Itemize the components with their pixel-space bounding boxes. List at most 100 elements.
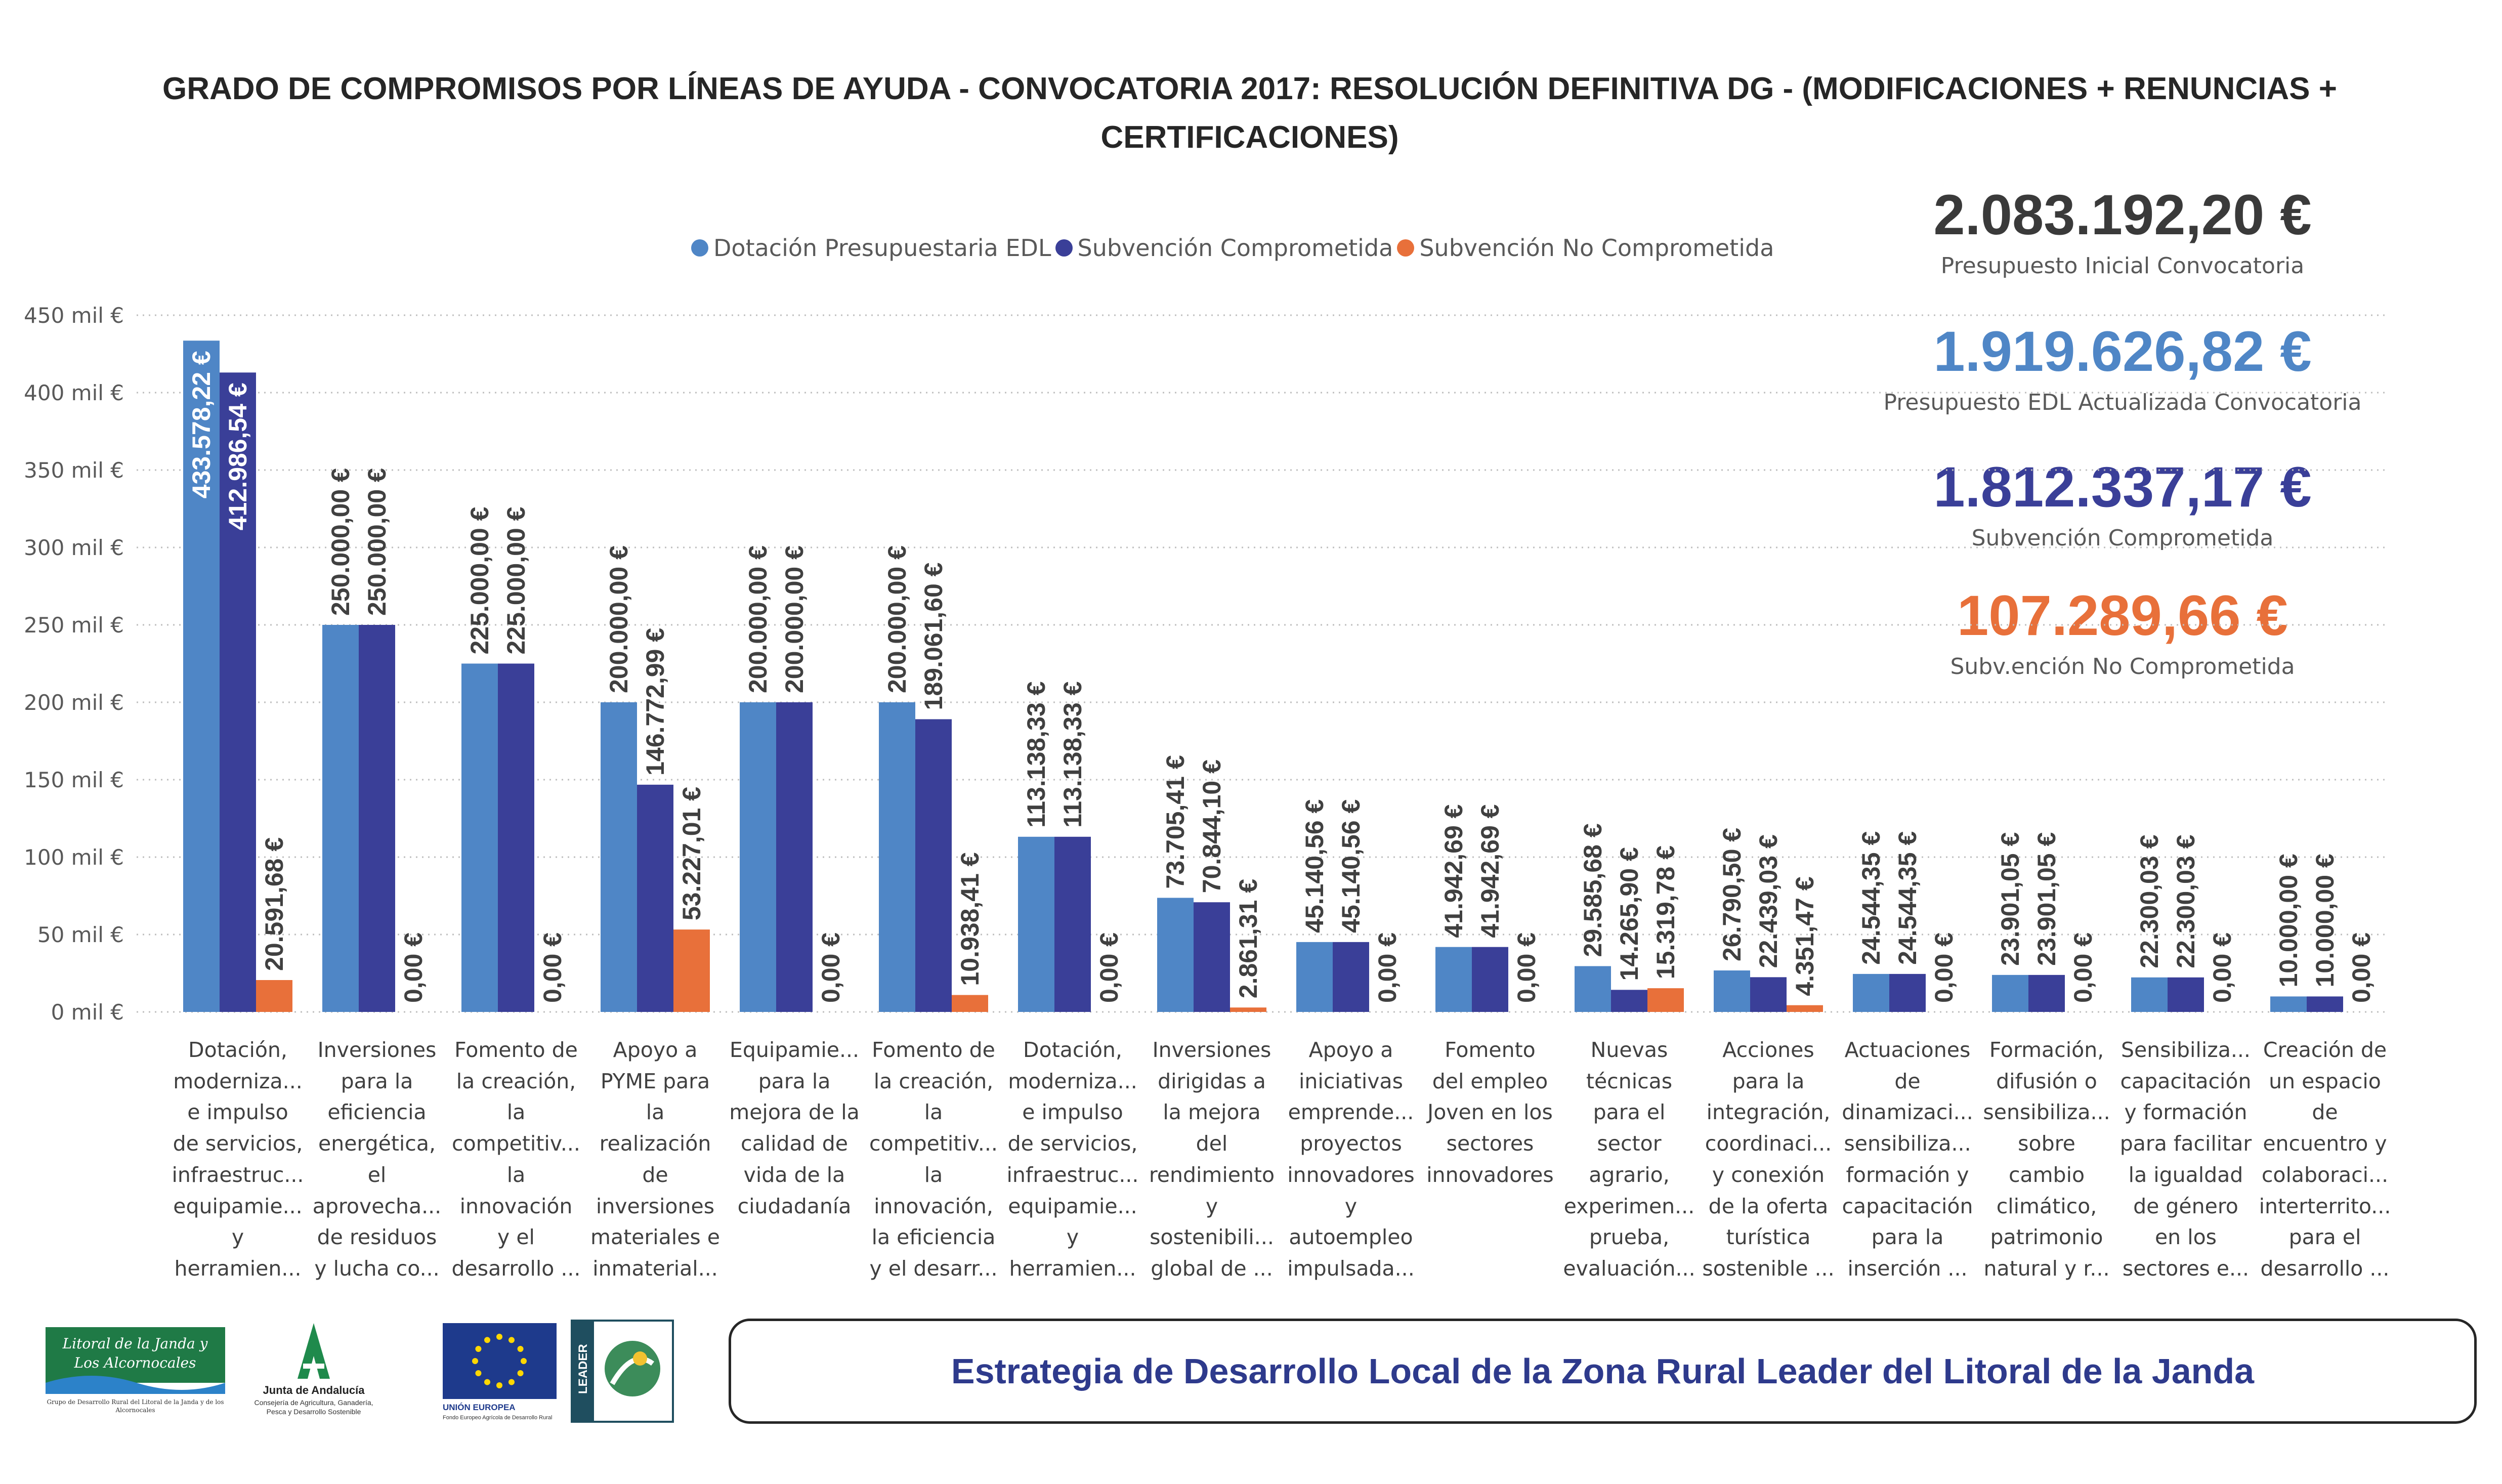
bar-dotacion [601, 702, 637, 1012]
bar-dotacion [322, 625, 359, 1012]
x-category-label-line: Formación, [1989, 1038, 2104, 1062]
litoral-janda-logo: Litoral de la Janda y Los Alcornocales G… [46, 1327, 225, 1414]
data-label: 412.986,54 € [224, 383, 252, 530]
data-label: 0,00 € [2069, 932, 2097, 1003]
data-label: 0,00 € [1512, 932, 1541, 1003]
x-category-label-line: la [646, 1100, 665, 1125]
x-category-label: Apoyo a PYME para la realización de inversion… [589, 1035, 722, 1285]
junta-andalucia-logo: Junta de Andalucía Consejería de Agricul… [254, 1323, 373, 1416]
x-category-label: Actuaciones de dinamizaci... sensibiliza...… [1841, 1035, 1974, 1285]
data-label: 200.000,00 € [780, 545, 809, 693]
x-category-label-line: natural y r... [1983, 1256, 2110, 1281]
kpi-value: 107.289,66 € [1957, 584, 2288, 647]
leader-logo-text: LEADER [576, 1344, 590, 1394]
legend-item: Dotación Presupuestaria EDL [691, 234, 1051, 262]
x-category-label: Fomento de la creación, la competitiv... la i… [867, 1035, 1000, 1285]
x-category-label-line: la creación, [873, 1069, 994, 1093]
x-category-label-line: y [1205, 1194, 1218, 1218]
x-category-label-line: para el [2288, 1225, 2361, 1250]
x-category-label-line: sector [1597, 1131, 1662, 1156]
x-category-label-line: para la [758, 1069, 831, 1093]
bar-dotacion [1018, 836, 1054, 1012]
x-category-label-line: mejora de la [729, 1100, 860, 1125]
x-category-label-line: de género [2133, 1194, 2238, 1218]
x-category-label-line: Joven en los [1427, 1100, 1553, 1125]
bar-dotacion [1435, 947, 1472, 1012]
x-category-label-line: y conexión [1712, 1162, 1825, 1187]
x-category-label-line: infraestruc... [172, 1162, 304, 1187]
data-label: 146.772,99 € [641, 628, 669, 776]
x-category-label-line: la igualdad [2128, 1162, 2243, 1187]
bar-no-comprometida [256, 980, 292, 1012]
x-category-label-line: y el desarr... [869, 1256, 998, 1281]
y-tick-label: 200 mil € [24, 690, 124, 715]
x-category-label-line: de [642, 1162, 668, 1187]
data-label: 10.938,41 € [956, 852, 984, 986]
data-label: 24.544,35 € [1857, 831, 1885, 965]
x-category-label: Acciones para la integración, coordinaci...… [1702, 1035, 1835, 1285]
x-category-label-line: del [1196, 1131, 1228, 1156]
bar-comprometida [2028, 974, 2065, 1012]
x-category-label-line: de servicios, [1007, 1131, 1138, 1156]
x-category-label-line: Fomento de [872, 1038, 995, 1062]
chart-legend: Dotación Presupuestaria EDL Subvención Co… [691, 230, 1778, 266]
x-category-label-line: desarrollo ... [2260, 1256, 2390, 1281]
data-label: 200.000,00 € [744, 545, 772, 693]
x-category-label-line: la creación, [456, 1069, 576, 1093]
x-category-label-line: de residuos [317, 1225, 437, 1250]
leader-logo: LEADER [571, 1320, 674, 1423]
eu-star-icon [496, 1382, 502, 1388]
x-category-label: Sensibiliza... capacitación y formación par… [2119, 1035, 2252, 1285]
x-category-label-line: para la [1732, 1069, 1805, 1093]
x-category-label-line: iniciativas [1298, 1069, 1404, 1093]
x-category-label-line: capacitación [1842, 1194, 1973, 1218]
x-category-label-line: y [1344, 1194, 1358, 1218]
data-label: 15.319,78 € [1651, 845, 1680, 979]
eu-star-icon [484, 1379, 490, 1385]
x-category-label-line: experimen... [1563, 1194, 1695, 1218]
x-category-label-line: Actuaciones [1844, 1038, 1971, 1062]
x-category-label-line: Acciones [1722, 1038, 1814, 1062]
x-category-label-line: emprende... [1288, 1100, 1414, 1125]
x-category-label-line: el [367, 1162, 387, 1187]
sponsor-logos: Litoral de la Janda y Los Alcornocales G… [46, 1320, 674, 1423]
data-label: 250.000,00 € [363, 468, 391, 616]
x-category-label-line: agrario, [1589, 1162, 1670, 1187]
union-europea-logo: UNIÓN EUROPEA Fondo Europeo Agrícola de … [443, 1323, 557, 1421]
data-label: 200.000,00 € [605, 545, 633, 693]
x-category-label-line: innovación, [874, 1194, 993, 1218]
data-label: 53.227,01 € [677, 787, 706, 920]
bar-dotacion [1575, 966, 1611, 1012]
x-category-label-line: un espacio [2269, 1069, 2381, 1093]
bar-comprometida [220, 372, 256, 1012]
ue-logo-name: UNIÓN EUROPEA [443, 1403, 516, 1412]
x-category-label: Formación, difusión o sensibiliza... sobre c… [1980, 1035, 2113, 1285]
kpi-label: Subv.ención No Comprometida [1950, 654, 2295, 680]
data-label: 0,00 € [538, 932, 567, 1003]
x-category-label-line: evaluación... [1563, 1256, 1695, 1281]
x-category-label-line: global de ... [1151, 1256, 1273, 1281]
data-label: 23.901,05 € [2032, 832, 2061, 966]
x-category-label-line: inmaterial... [592, 1256, 718, 1281]
eu-star-icon [508, 1337, 515, 1343]
x-category-label-line: de [2312, 1100, 2338, 1125]
x-category-label-line: Dotación, [1023, 1038, 1122, 1062]
x-category-label-line: dirigidas a [1158, 1069, 1266, 1093]
x-category-label-line: realización [599, 1131, 711, 1156]
eu-star-icon [496, 1334, 502, 1340]
eu-star-icon [472, 1358, 478, 1364]
x-category-label-line: Fomento [1445, 1038, 1536, 1062]
x-category-label-line: Apoyo a [613, 1038, 698, 1062]
kpi-value: 1.919.626,82 € [1933, 320, 2312, 383]
data-label: 41.942,69 € [1439, 804, 1468, 938]
y-tick-label: 250 mil € [24, 613, 124, 638]
x-category-label-line: desarrollo ... [451, 1256, 581, 1281]
junta-logo-sub1: Consejería de Agricultura, Ganadería, [254, 1398, 373, 1407]
x-category-label-line: equipamie... [173, 1194, 303, 1218]
data-label: 20.591,68 € [260, 837, 288, 971]
x-category-label-line: la mejora [1163, 1100, 1261, 1125]
legend-swatch [691, 239, 708, 257]
x-category-label-line: turística [1726, 1225, 1811, 1250]
x-category-label-line: integración, [1706, 1100, 1831, 1125]
bar-no-comprometida [952, 995, 988, 1012]
